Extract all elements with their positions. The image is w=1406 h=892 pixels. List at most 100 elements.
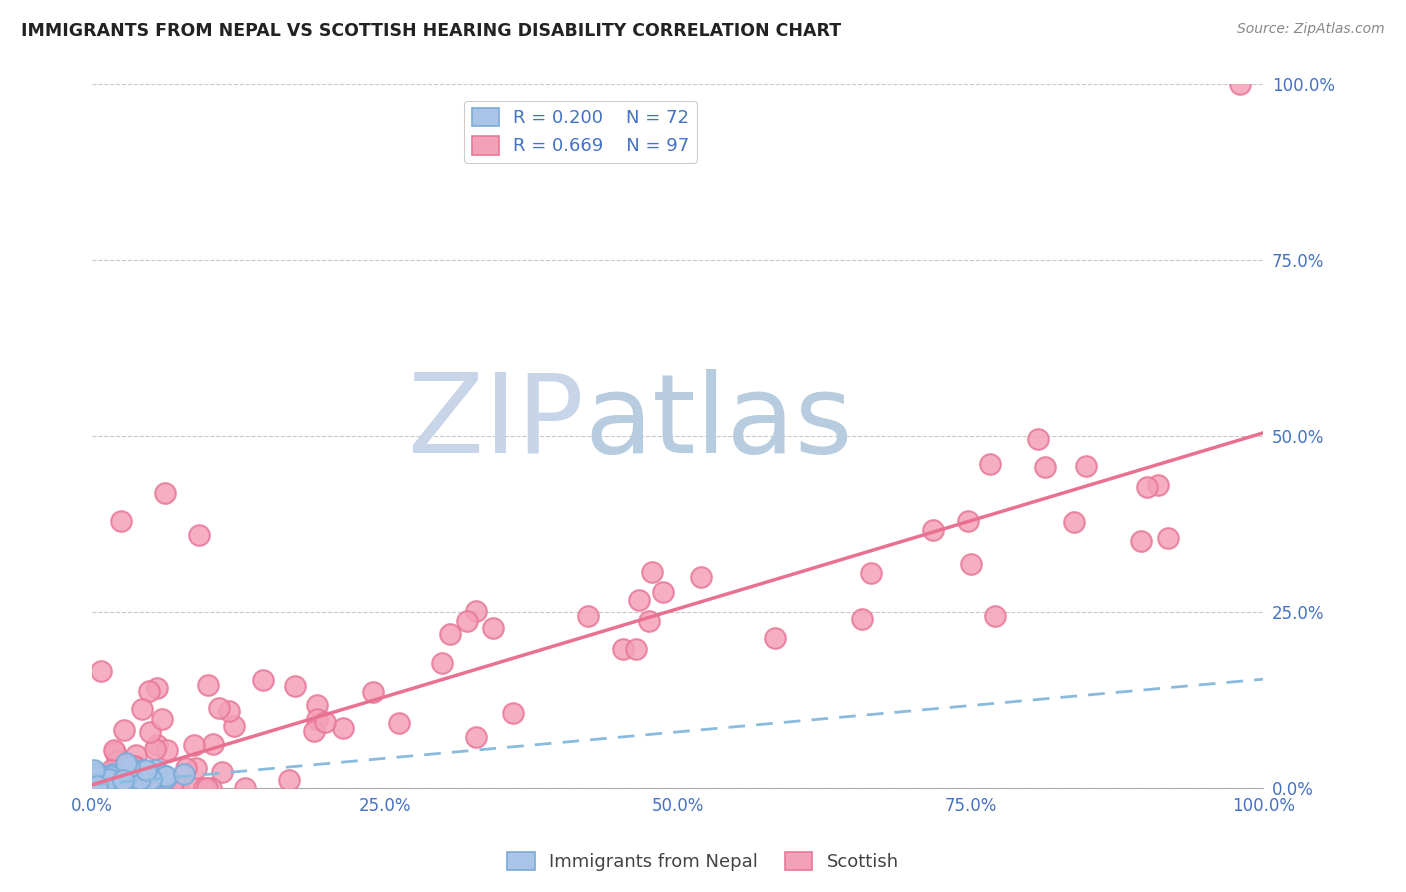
Point — [118, 773, 141, 788]
Point — [138, 780, 160, 795]
Point — [181, 780, 204, 795]
Point — [1229, 78, 1251, 92]
Point — [141, 772, 163, 786]
Point — [146, 681, 169, 695]
Point — [432, 657, 454, 671]
Point — [142, 780, 165, 795]
Point — [82, 779, 104, 793]
Point — [128, 772, 150, 786]
Point — [83, 780, 105, 795]
Point — [305, 712, 328, 726]
Point — [91, 780, 114, 794]
Point — [184, 761, 207, 775]
Point — [156, 743, 179, 757]
Point — [152, 768, 174, 782]
Point — [135, 763, 157, 777]
Point — [637, 614, 659, 628]
Point — [176, 761, 198, 775]
Point — [107, 772, 129, 786]
Point — [201, 737, 224, 751]
Point — [84, 778, 107, 792]
Point — [83, 780, 105, 795]
Point — [101, 771, 124, 785]
Point — [91, 779, 114, 793]
Point — [439, 627, 461, 641]
Point — [960, 558, 983, 572]
Point — [100, 767, 122, 781]
Point — [145, 742, 167, 756]
Point — [90, 776, 112, 790]
Point — [94, 780, 117, 795]
Point — [153, 485, 176, 500]
Point — [233, 780, 256, 795]
Point — [101, 776, 124, 790]
Point — [195, 780, 218, 795]
Point — [173, 767, 195, 781]
Point — [84, 772, 107, 787]
Point — [150, 713, 173, 727]
Point — [83, 763, 105, 777]
Point — [167, 780, 190, 795]
Point — [82, 775, 104, 789]
Point — [208, 701, 231, 715]
Point — [100, 779, 122, 793]
Point — [84, 777, 107, 791]
Text: ZIP: ZIP — [408, 368, 583, 475]
Point — [218, 704, 240, 718]
Point — [89, 780, 111, 795]
Point — [89, 767, 111, 781]
Point — [465, 730, 488, 744]
Point — [89, 773, 111, 788]
Point — [100, 769, 122, 783]
Point — [1157, 531, 1180, 545]
Point — [651, 585, 673, 599]
Point — [90, 664, 112, 678]
Point — [763, 631, 786, 645]
Point — [1033, 460, 1056, 475]
Point — [200, 780, 222, 795]
Point — [141, 780, 163, 795]
Point — [197, 678, 219, 692]
Point — [1129, 533, 1152, 548]
Point — [160, 780, 183, 795]
Point — [502, 706, 524, 720]
Point — [87, 778, 110, 792]
Point — [104, 777, 127, 791]
Point — [150, 780, 173, 795]
Point — [90, 778, 112, 792]
Point — [100, 771, 122, 785]
Point — [859, 566, 882, 580]
Point — [690, 570, 713, 584]
Point — [124, 759, 146, 773]
Point — [96, 779, 118, 793]
Point — [82, 780, 104, 795]
Point — [211, 764, 233, 779]
Point — [302, 724, 325, 739]
Point — [252, 673, 274, 687]
Point — [100, 763, 122, 777]
Point — [82, 775, 104, 789]
Point — [979, 457, 1001, 471]
Point — [82, 778, 104, 792]
Point — [456, 614, 478, 628]
Point — [983, 609, 1005, 624]
Legend: R = 0.200    N = 72, R = 0.669    N = 97: R = 0.200 N = 72, R = 0.669 N = 97 — [464, 101, 696, 162]
Point — [93, 779, 115, 793]
Point — [332, 721, 354, 735]
Point — [146, 738, 169, 752]
Point — [641, 565, 664, 579]
Point — [105, 754, 128, 768]
Point — [134, 780, 156, 795]
Point — [104, 745, 127, 759]
Point — [84, 780, 107, 795]
Point — [1026, 432, 1049, 446]
Point — [86, 780, 108, 795]
Point — [89, 779, 111, 793]
Point — [111, 780, 134, 794]
Point — [626, 642, 648, 657]
Point — [193, 780, 215, 795]
Point — [86, 775, 108, 789]
Point — [314, 715, 336, 730]
Point — [83, 767, 105, 781]
Point — [105, 776, 128, 790]
